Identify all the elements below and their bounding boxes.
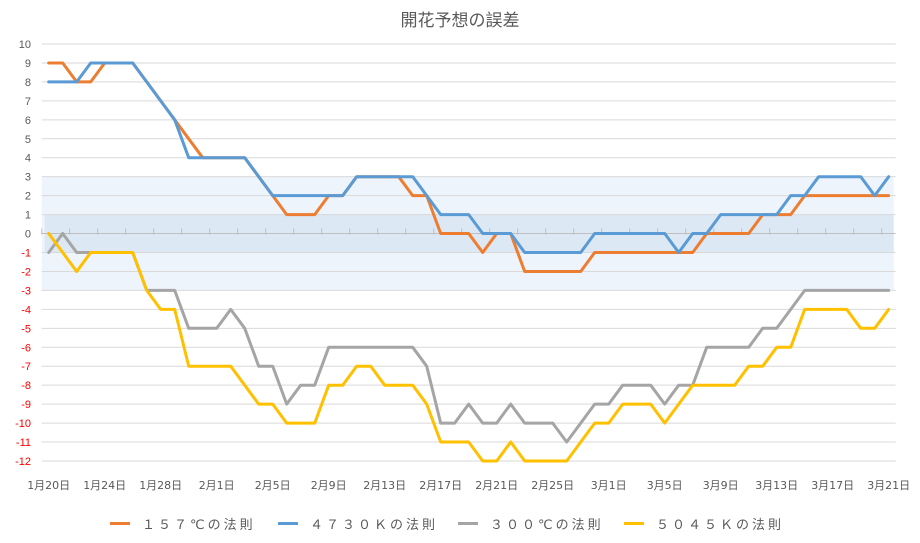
x-tick-label: 3月5日 xyxy=(647,479,683,492)
y-tick-label: 2 xyxy=(25,191,31,203)
x-tick-label: 2月25日 xyxy=(531,479,574,492)
legend-swatch-orange xyxy=(110,521,130,525)
y-tick-label: 9 xyxy=(25,58,31,70)
legend-swatch-yellow xyxy=(624,521,644,525)
x-tick-label: 2月1日 xyxy=(199,479,235,492)
x-tick-label: 1月24日 xyxy=(83,479,126,492)
series-lines xyxy=(47,61,891,463)
legend-label: ４７３０Ｋの法則 xyxy=(310,517,439,533)
y-tick-label: -9 xyxy=(21,399,31,411)
y-tick-label: -10 xyxy=(15,418,31,430)
series-line-0 xyxy=(47,61,891,273)
y-tick-label: -8 xyxy=(21,380,31,392)
y-tick-label: 6 xyxy=(25,115,31,127)
legend-label: ３００℃の法則 xyxy=(490,517,604,533)
x-tick-label: 2月9日 xyxy=(311,479,347,492)
y-tick-label: -12 xyxy=(15,456,31,468)
legend-item-157c: １５７℃の法則 xyxy=(110,512,256,534)
y-tick-label: -7 xyxy=(21,361,31,373)
gridlines xyxy=(41,43,896,462)
x-tick-label: 2月21日 xyxy=(475,479,518,492)
legend-item-300c: ３００℃の法則 xyxy=(458,512,604,534)
x-tick-label: 3月9日 xyxy=(703,479,739,492)
y-tick-label: -5 xyxy=(21,323,31,335)
x-axis-labels: 1月20日 1月24日 1月28日 2月1日 2月5日 2月9日 2月13日 2月17日 2月2… xyxy=(27,479,910,492)
x-tick-label: 3月1日 xyxy=(591,479,627,492)
y-tick-label: 0 xyxy=(25,229,31,241)
x-tick-label: 3月21日 xyxy=(867,479,910,492)
series-line-2 xyxy=(47,232,891,444)
x-tick-label: 1月28日 xyxy=(139,479,182,492)
legend-label: ５０４５Ｋの法則 xyxy=(656,517,785,533)
y-tick-label: -3 xyxy=(21,285,31,297)
legend-item-5045k: ５０４５Ｋの法則 xyxy=(624,512,784,534)
legend: １５７℃の法則 ４７３０Ｋの法則 ３００℃の法則 ５０４５Ｋの法則 xyxy=(0,512,920,534)
y-tick-label: 8 xyxy=(25,77,31,89)
y-tick-label: 3 xyxy=(25,172,31,184)
y-tick-label: 10 xyxy=(19,39,31,51)
series-line-1 xyxy=(47,61,891,254)
legend-item-4730k: ４７３０Ｋの法則 xyxy=(278,512,438,534)
y-tick-label: 5 xyxy=(25,134,31,146)
plot-area: 109876543210-1-2-3-4-5-6-7-8-9-10-11-12 … xyxy=(15,39,910,492)
x-tick-label: 3月13日 xyxy=(755,479,798,492)
x-tick-label: 3月17日 xyxy=(811,479,854,492)
x-tick-label: 1月20日 xyxy=(27,479,70,492)
y-tick-label: -6 xyxy=(21,342,31,354)
x-tick-label: 2月13日 xyxy=(363,479,406,492)
legend-label: １５７℃の法則 xyxy=(142,517,256,533)
y-tick-label: 7 xyxy=(25,96,31,108)
y-tick-label: -11 xyxy=(16,437,31,449)
y-tick-label: 4 xyxy=(25,153,31,165)
y-tick-label: -4 xyxy=(21,304,31,316)
y-tick-label: -2 xyxy=(21,266,31,278)
x-tick-label: 2月17日 xyxy=(419,479,462,492)
series-line-3 xyxy=(47,232,891,463)
y-tick-label: 1 xyxy=(25,210,31,222)
legend-swatch-blue xyxy=(278,521,298,525)
y-tick-label: -1 xyxy=(21,248,31,260)
x-tick-label: 2月5日 xyxy=(255,479,291,492)
legend-swatch-gray xyxy=(458,521,478,525)
chart-title: 開花予想の誤差 xyxy=(400,11,520,31)
